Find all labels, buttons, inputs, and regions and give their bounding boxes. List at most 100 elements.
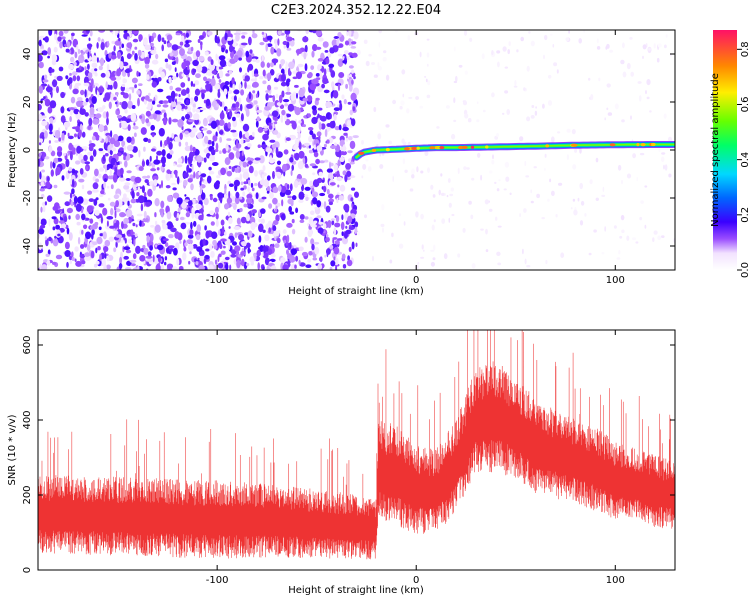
weak-cell <box>551 136 555 143</box>
noise-cell <box>240 32 248 35</box>
noise-cell <box>206 70 213 76</box>
noise-cell <box>87 125 91 130</box>
noise-cell <box>105 136 108 144</box>
noise-cell <box>344 40 350 46</box>
noise-cell <box>41 264 48 270</box>
noise-cell <box>247 160 253 165</box>
noise-cell <box>285 91 292 95</box>
weak-cell <box>457 253 461 258</box>
noise-cell <box>75 203 82 212</box>
noise-cell <box>202 238 206 246</box>
noise-cell <box>211 100 218 108</box>
noise-cell <box>104 178 107 183</box>
noise-cell <box>323 230 326 234</box>
noise-cell <box>171 133 175 139</box>
noise-cell <box>149 245 154 251</box>
noise-cell <box>318 122 322 130</box>
noise-cell <box>221 47 225 53</box>
noise-cell <box>124 182 131 186</box>
noise-cell <box>52 238 59 247</box>
noise-cell <box>196 155 203 163</box>
noise-cell <box>223 245 226 249</box>
weak-cell <box>426 38 430 41</box>
noise-cell <box>143 146 146 152</box>
noise-cell <box>260 61 265 68</box>
noise-cell <box>177 157 183 164</box>
carrier-peak <box>461 145 468 149</box>
noise-cell <box>192 107 196 113</box>
noise-cell <box>67 132 70 138</box>
noise-cell <box>185 40 189 44</box>
weak-cell <box>571 129 576 135</box>
noise-cell <box>192 198 196 205</box>
noise-cell <box>89 218 94 224</box>
noise-cell <box>238 234 244 241</box>
weak-cell <box>535 106 537 109</box>
noise-cell <box>53 46 58 53</box>
noise-cell <box>309 130 314 136</box>
noise-cell <box>295 207 299 214</box>
noise-cell <box>336 197 339 204</box>
colorbar-gradient <box>713 30 737 270</box>
noise-cell <box>318 135 321 140</box>
noise-cell <box>51 216 57 220</box>
noise-cell <box>226 36 233 41</box>
noise-cell <box>160 71 165 79</box>
noise-cell <box>338 72 345 78</box>
noise-cell <box>127 238 133 244</box>
noise-cell <box>99 193 104 198</box>
noise-cell <box>285 79 290 87</box>
noise-cell <box>163 40 167 45</box>
noise-cell <box>159 208 165 214</box>
noise-cell <box>194 88 201 96</box>
noise-cell <box>38 39 42 47</box>
noise-cell <box>168 234 174 239</box>
noise-cell <box>195 234 201 241</box>
noise-cell <box>188 207 191 212</box>
noise-cell <box>256 109 263 113</box>
noise-cell <box>239 130 243 139</box>
weak-cell <box>453 97 456 104</box>
weak-cell <box>544 153 547 158</box>
noise-cell <box>149 233 154 242</box>
noise-cell <box>95 260 100 265</box>
noise-cell <box>134 46 138 50</box>
carrier-peak <box>545 144 550 148</box>
noise-cell <box>52 226 56 231</box>
noise-cell <box>339 156 345 163</box>
noise-cell <box>92 182 99 190</box>
noise-cell <box>160 200 165 209</box>
noise-cell <box>94 68 98 72</box>
noise-cell <box>228 183 234 187</box>
noise-cell <box>313 241 320 245</box>
noise-cell <box>216 175 221 179</box>
weak-cell <box>601 194 606 197</box>
noise-cell <box>247 63 254 71</box>
weak-cell <box>416 166 419 173</box>
noise-cell <box>255 120 259 128</box>
noise-cell <box>109 137 116 145</box>
noise-cell <box>114 30 118 37</box>
noise-cell <box>262 165 266 172</box>
weak-cell <box>480 228 484 231</box>
noise-cell <box>105 132 111 137</box>
noise-cell <box>189 144 193 153</box>
noise-cell <box>276 73 279 79</box>
noise-cell <box>92 176 97 182</box>
noise-cell <box>155 263 161 270</box>
noise-cell <box>204 225 207 231</box>
weak-cell <box>604 117 606 121</box>
noise-cell <box>76 44 79 51</box>
noise-cell <box>232 103 236 108</box>
noise-cell <box>61 175 65 181</box>
noise-cell <box>93 263 98 268</box>
noise-cell <box>353 76 356 80</box>
weak-cell <box>620 59 625 65</box>
noise-cell <box>350 197 354 202</box>
noise-cell <box>302 124 307 128</box>
noise-cell <box>207 31 213 36</box>
noise-cell <box>329 47 335 54</box>
noise-cell <box>69 109 73 116</box>
weak-cell <box>547 100 553 106</box>
weak-cell <box>626 235 630 241</box>
